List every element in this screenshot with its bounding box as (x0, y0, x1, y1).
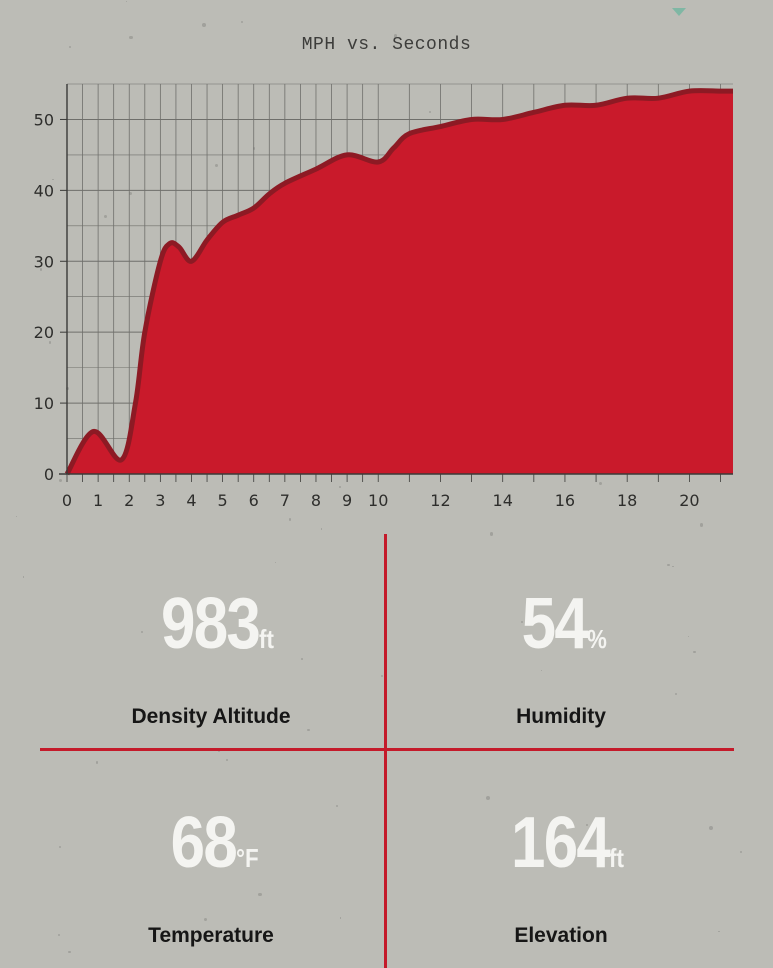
stat-value: 54% (388, 583, 734, 665)
x-tick-label: 10 (368, 491, 388, 510)
chart-area-fill (67, 90, 733, 474)
background-speck (22, 576, 25, 579)
background-speck (687, 635, 690, 637)
y-tick-label: 30 (34, 252, 54, 271)
x-tick-label: 9 (342, 491, 352, 510)
background-speck (39, 268, 43, 271)
background-speck (95, 761, 99, 764)
background-speck (58, 478, 62, 482)
stats-divider-horizontal (40, 748, 734, 751)
background-speck (49, 341, 52, 344)
chart-series-line (64, 88, 733, 476)
background-speck (59, 845, 62, 848)
background-speck (520, 621, 524, 624)
stat-unit: % (587, 624, 608, 654)
y-tick-label: 20 (34, 323, 54, 342)
stats-divider-vertical (384, 534, 387, 968)
stat-elevation: 164ft Elevation (388, 802, 734, 962)
x-tick-label: 7 (280, 491, 290, 510)
background-speck (709, 825, 713, 830)
x-tick-label: 20 (679, 491, 699, 510)
background-speck (214, 163, 218, 167)
background-speck (129, 35, 133, 40)
background-speck (68, 950, 71, 954)
background-speck (128, 192, 132, 196)
stat-density-altitude: 983ft Density Altitude (38, 583, 384, 743)
stat-label: Temperature (148, 924, 274, 947)
background-speck (307, 728, 311, 732)
stat-value: 164ft (388, 802, 734, 884)
x-tick-label: 0 (62, 491, 72, 510)
background-speck (586, 824, 589, 826)
background-speck (429, 110, 432, 114)
y-tick-label: 40 (34, 181, 54, 200)
stat-unit: ft (609, 843, 625, 873)
background-speck (125, 0, 128, 3)
background-speck (202, 23, 206, 28)
x-tick-label: 16 (555, 491, 575, 510)
background-speck (320, 528, 323, 530)
background-speck (675, 692, 678, 696)
background-speck (52, 178, 54, 181)
background-speck (16, 515, 18, 517)
background-speck (699, 523, 704, 527)
x-tick-label: 2 (124, 491, 134, 510)
x-tick-label: 4 (186, 491, 196, 510)
stat-unit: ft (259, 624, 275, 654)
background-speck (258, 893, 262, 897)
y-tick-label: 50 (34, 110, 54, 129)
background-speck (339, 486, 341, 488)
background-speck (598, 482, 602, 486)
background-speck (204, 918, 208, 922)
background-speck (104, 214, 107, 218)
stat-temperature: 68°F Temperature (38, 802, 384, 962)
background-speck (489, 532, 494, 536)
background-speck (68, 45, 72, 49)
background-speck (693, 650, 696, 654)
background-speck (275, 562, 277, 564)
background-speck (540, 669, 543, 672)
background-speck (57, 933, 61, 937)
background-speck (288, 518, 291, 521)
y-tick-label: 10 (34, 394, 54, 413)
stat-value: 68°F (38, 802, 384, 884)
x-tick-label: 5 (218, 491, 228, 510)
background-speck (301, 658, 303, 661)
stat-number: 164 (511, 803, 611, 883)
chart-title: MPH vs. Seconds (301, 35, 472, 55)
x-tick-label: 3 (155, 491, 165, 510)
x-tick-label: 18 (617, 491, 637, 510)
background-speck (226, 758, 229, 761)
stat-number: 54 (522, 584, 589, 664)
background-speck (140, 631, 143, 634)
x-tick-label: 1 (93, 491, 103, 510)
background-speck (739, 850, 743, 853)
stat-humidity: 54% Humidity (388, 583, 734, 743)
background-speck (240, 20, 244, 24)
x-tick-label: 12 (430, 491, 450, 510)
stat-label: Elevation (514, 924, 608, 947)
background-speck (380, 674, 383, 677)
background-speck (339, 917, 342, 919)
background-speck (335, 804, 339, 808)
background-speck (718, 931, 720, 933)
x-tick-label: 8 (311, 491, 321, 510)
background-speck (217, 750, 220, 753)
stat-label: Humidity (516, 705, 606, 728)
top-indicator-icon (672, 8, 686, 16)
background-speck (672, 565, 674, 568)
stat-unit: °F (235, 843, 259, 873)
stat-number: 68 (170, 803, 237, 883)
y-tick-label: 0 (44, 465, 54, 484)
stat-number: 983 (161, 584, 261, 664)
x-tick-label: 6 (249, 491, 259, 510)
background-speck (485, 796, 490, 801)
stat-label: Density Altitude (131, 705, 291, 728)
background-speck (393, 33, 398, 38)
stat-value: 983ft (38, 583, 384, 665)
x-tick-label: 14 (493, 491, 513, 510)
background-speck (667, 563, 670, 567)
